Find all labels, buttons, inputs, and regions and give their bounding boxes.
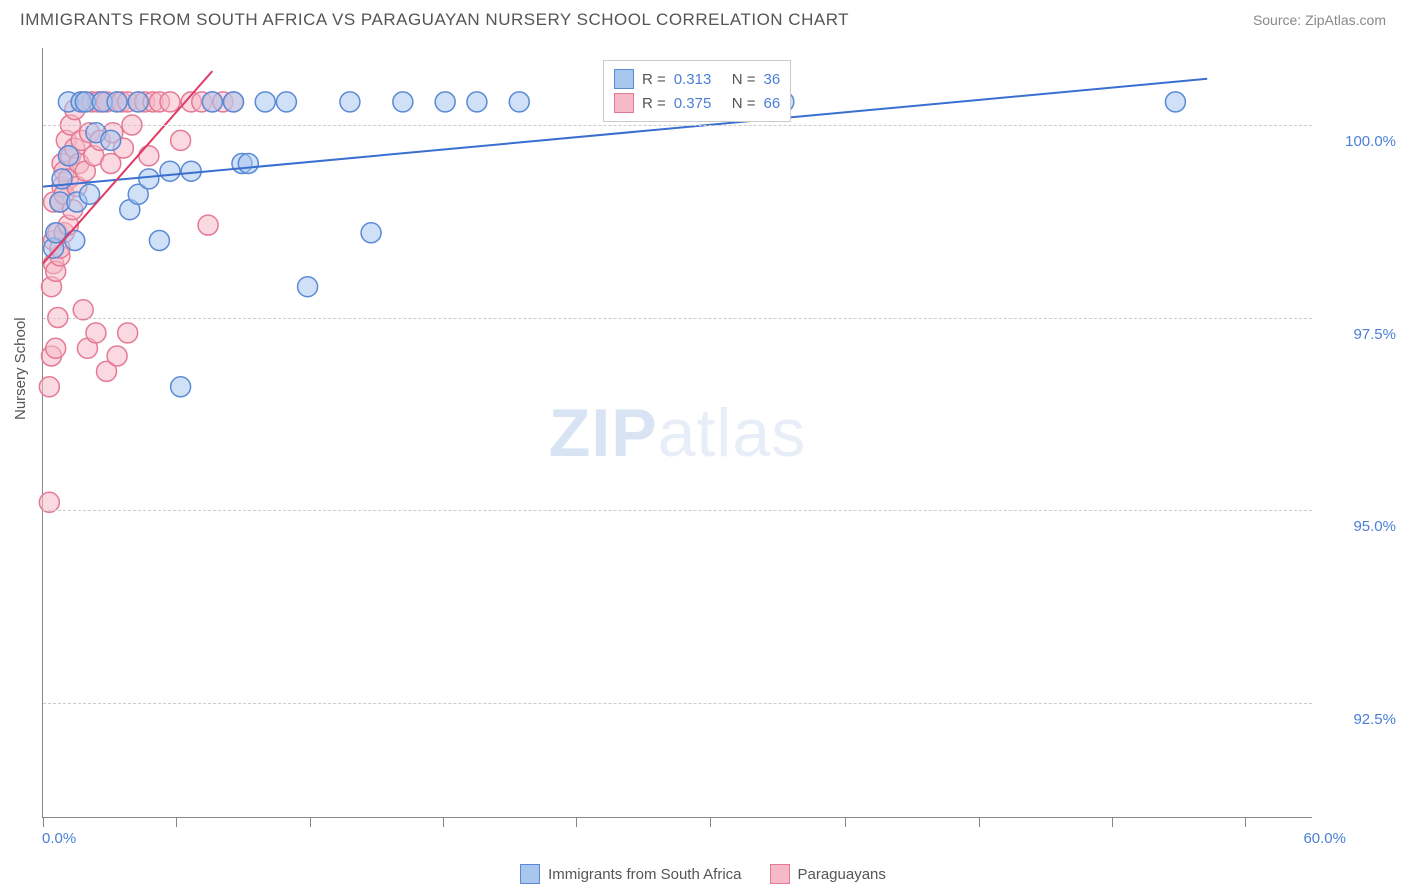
r-label: R = [642,95,666,112]
data-point [139,169,159,189]
n-label: N = [732,71,756,88]
x-tick [176,817,177,827]
r-value: 0.375 [674,95,724,112]
data-point [39,377,59,397]
data-point [128,92,148,112]
data-point [160,161,180,181]
legend-swatch [614,69,634,89]
legend-swatch [520,864,540,884]
data-point [149,231,169,251]
data-point [171,377,191,397]
x-tick [443,817,444,827]
gridline [43,125,1312,126]
x-tick [310,817,311,827]
chart-source: Source: ZipAtlas.com [1253,12,1386,28]
data-point [435,92,455,112]
data-point [107,346,127,366]
x-tick [1112,817,1113,827]
data-point [298,277,318,297]
data-point [171,130,191,150]
data-point [238,154,258,174]
n-label: N = [732,95,756,112]
legend-stats-box: R = 0.313 N = 36 R = 0.375 N = 66 [603,60,791,122]
data-point [181,161,201,181]
data-point [107,92,127,112]
y-tick-label: 100.0% [1345,133,1396,150]
gridline [43,318,1312,319]
data-point [224,92,244,112]
x-tick [979,817,980,827]
x-tick [576,817,577,827]
data-point [202,92,222,112]
legend-swatch [770,864,790,884]
x-tick [710,817,711,827]
x-tick-label: 60.0% [1303,830,1346,847]
n-value: 66 [764,95,781,112]
n-value: 36 [764,71,781,88]
data-point [139,146,159,166]
data-point [1165,92,1185,112]
data-point [198,215,218,235]
chart-header: IMMIGRANTS FROM SOUTH AFRICA VS PARAGUAY… [0,0,1406,34]
x-tick [1245,817,1246,827]
legend-label: Immigrants from South Africa [548,866,741,883]
legend-bottom: Immigrants from South Africa Paraguayans [0,864,1406,884]
chart-title: IMMIGRANTS FROM SOUTH AFRICA VS PARAGUAY… [20,10,849,30]
gridline [43,703,1312,704]
x-tick-label: 0.0% [42,830,76,847]
chart-plot-area: ZIPatlas R =0.313N =36R =0.375N =66 [42,48,1312,818]
data-point [393,92,413,112]
data-point [101,130,121,150]
y-tick-label: 95.0% [1353,518,1396,535]
data-point [160,92,180,112]
data-point [361,223,381,243]
data-point [58,146,78,166]
data-point [276,92,296,112]
data-point [46,338,66,358]
r-value: 0.313 [674,71,724,88]
legend-label: Paraguayans [798,866,886,883]
data-point [467,92,487,112]
legend-stat-row: R = 0.375 N = 66 [614,91,780,115]
y-axis-label: Nursery School [12,317,29,420]
x-tick [845,817,846,827]
x-tick [43,817,44,827]
y-tick-label: 97.5% [1353,326,1396,343]
legend-stat-row: R = 0.313 N = 36 [614,67,780,91]
legend-item: Paraguayans [770,864,886,884]
r-label: R = [642,71,666,88]
data-point [255,92,275,112]
data-point [509,92,529,112]
data-point [118,323,138,343]
y-tick-label: 92.5% [1353,711,1396,728]
legend-item: Immigrants from South Africa [520,864,741,884]
data-point [86,323,106,343]
gridline [43,510,1312,511]
data-point [65,231,85,251]
data-point [340,92,360,112]
legend-swatch [614,93,634,113]
